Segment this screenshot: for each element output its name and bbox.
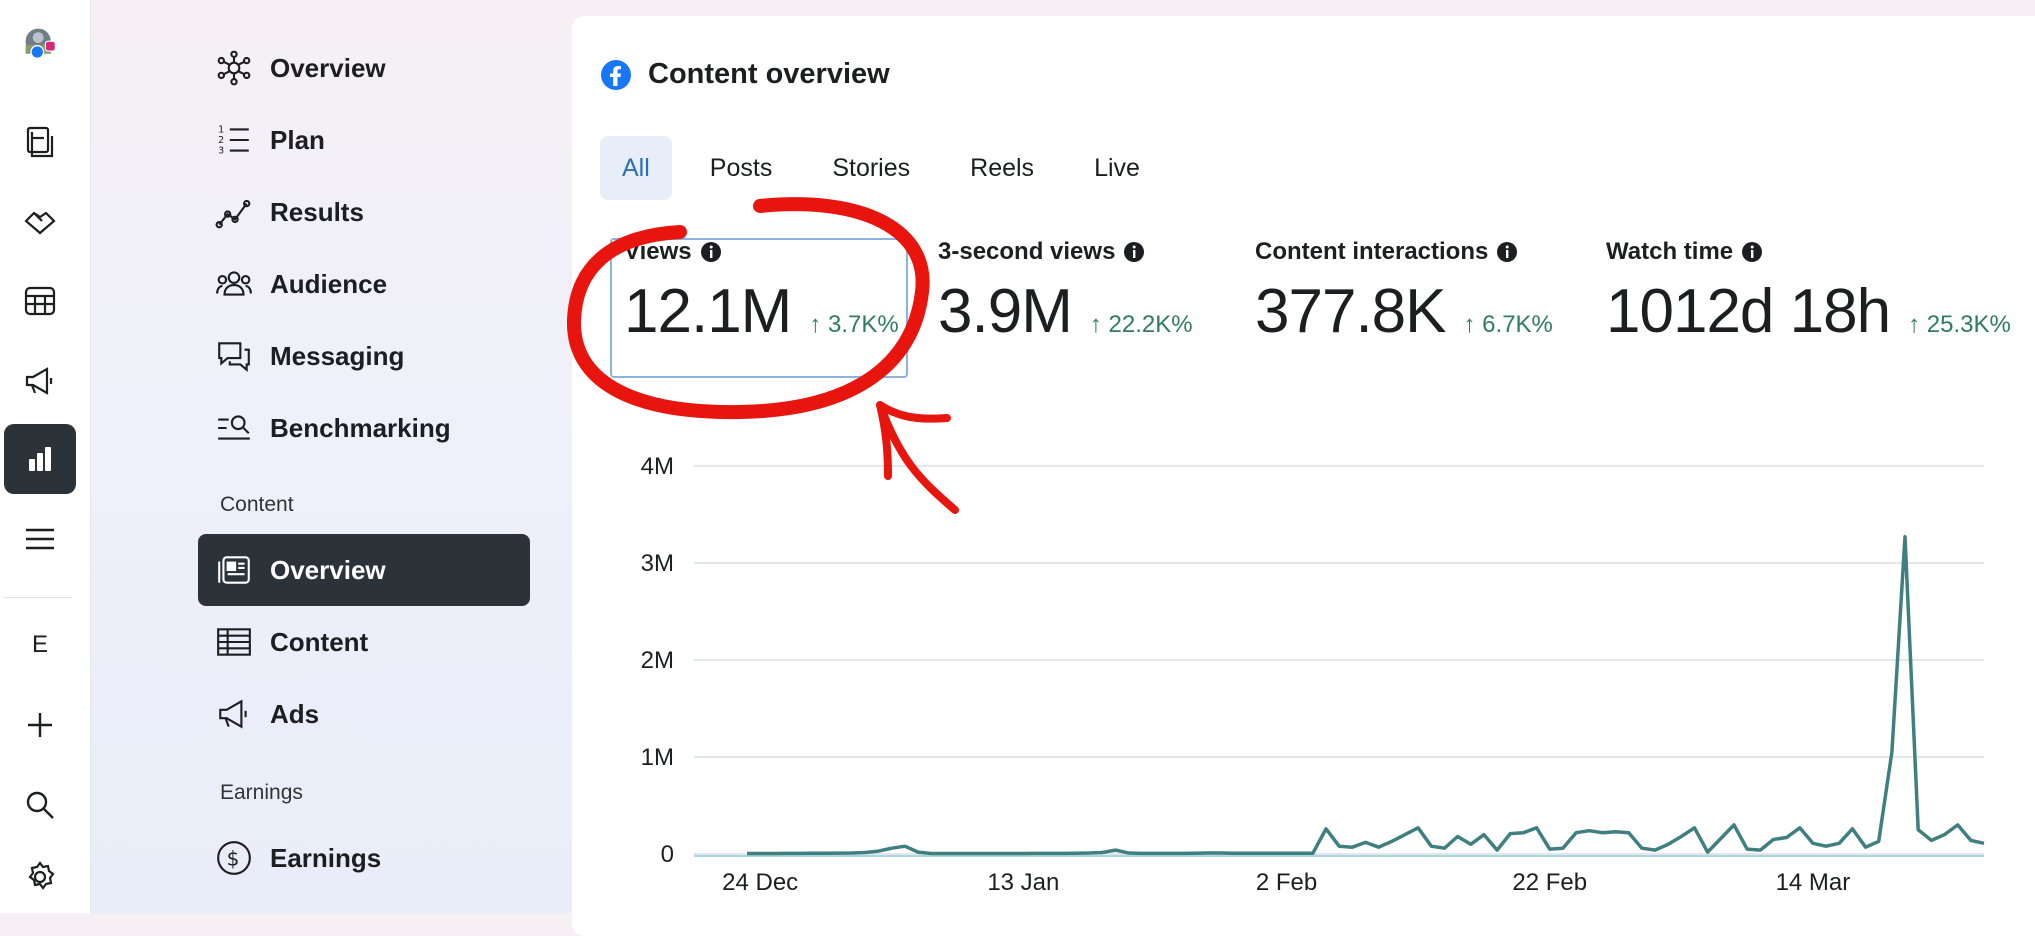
tab-stories[interactable]: Stories	[832, 153, 911, 182]
create-button[interactable]	[4, 690, 76, 760]
settings-gear-icon	[28, 861, 55, 890]
tab-live[interactable]: Live	[1094, 153, 1140, 182]
sidebar-item-benchmarking[interactable]: Benchmarking	[198, 392, 530, 464]
sidebar-item-overview[interactable]: Overview	[198, 32, 530, 104]
content-section-heading: Content	[220, 493, 294, 516]
sidebar-item-messaging[interactable]: Messaging	[198, 320, 530, 392]
dollar-circle-icon: $	[214, 838, 254, 878]
metric-content-interactions[interactable]: Content interactions 377.8K ↑ 6.7K%	[1255, 238, 1553, 347]
metric-value: 377.8K	[1255, 277, 1447, 346]
people-group-icon	[214, 264, 254, 304]
sidebar-item-label: Plan	[270, 124, 325, 155]
info-icon[interactable]	[1123, 241, 1145, 263]
sidebar-item-label: Ads	[270, 698, 320, 729]
benchmark-search-icon	[214, 408, 254, 448]
account-avatar-icon	[25, 28, 56, 59]
metric-views[interactable]: Views 12.1M ↑ 3.7K%	[624, 238, 899, 347]
tables-button[interactable]	[4, 266, 76, 336]
plus-icon	[28, 713, 52, 737]
metric-value: 12.1M	[624, 277, 792, 346]
chat-bubbles-icon	[214, 336, 254, 376]
content-card-icon	[214, 550, 254, 590]
ads-button[interactable]	[4, 346, 76, 416]
sidebar-item-results[interactable]: Results	[198, 176, 530, 248]
metric-change: ↑ 25.3K%	[1908, 311, 2011, 338]
content-overview-card: Content overview All Posts Stories Reels…	[572, 16, 2035, 936]
earnings-section-heading: Earnings	[220, 781, 303, 804]
facebook-logo-icon	[601, 59, 631, 90]
svg-text:1: 1	[218, 125, 224, 136]
sidebar-item-label: Content	[270, 626, 369, 657]
sidebar-item-label: Benchmarking	[270, 412, 451, 443]
settings-button[interactable]	[4, 842, 76, 912]
sidebar-item-label: Audience	[270, 268, 388, 299]
account-switch-button[interactable]: E	[4, 610, 76, 680]
metric-value: 1012d 18h	[1606, 277, 1891, 346]
table-icon	[24, 286, 56, 316]
svg-text:2: 2	[218, 135, 224, 146]
all-tools-button[interactable]	[4, 504, 76, 574]
card-header: Content overview	[600, 58, 890, 91]
metric-label: Content interactions	[1255, 238, 1489, 265]
pages-icon	[26, 126, 54, 158]
metric-change: ↑ 22.2K%	[1089, 311, 1193, 338]
sidebar-item-content[interactable]: Content	[198, 606, 530, 678]
icon-rail: E	[0, 0, 91, 913]
metric-change: ↑ 3.7K%	[809, 311, 899, 338]
svg-text:3: 3	[218, 146, 224, 157]
pages-button[interactable]	[4, 106, 76, 176]
metric-change: ↑ 6.7K%	[1463, 311, 1553, 338]
search-button[interactable]	[4, 770, 76, 840]
sidebar-item-audience[interactable]: Audience	[198, 248, 530, 320]
info-icon[interactable]	[1496, 241, 1518, 263]
sidebar-item-content-overview[interactable]: Overview	[198, 534, 530, 606]
page-title: Content overview	[648, 58, 890, 90]
metric-3-second-views[interactable]: 3-second views 3.9M ↑ 22.2K%	[938, 238, 1193, 347]
account-avatar[interactable]	[4, 8, 76, 78]
content-type-tabs: All Posts Stories Reels Live	[600, 136, 1178, 200]
svg-text:$: $	[227, 846, 240, 870]
tab-all[interactable]: All	[600, 136, 672, 200]
metric-label: 3-second views	[938, 238, 1116, 265]
account-initial: E	[31, 631, 48, 658]
sidebar-item-label: Overview	[270, 52, 386, 83]
info-icon[interactable]	[700, 241, 722, 263]
grid-table-icon	[214, 622, 254, 662]
sidebar-item-label: Earnings	[270, 842, 382, 873]
search-icon	[26, 791, 54, 819]
partnerships-button[interactable]	[4, 186, 76, 256]
sidebar-item-ads[interactable]: Ads	[198, 678, 530, 750]
sidebar-item-label: Messaging	[270, 340, 405, 371]
insights-bar-chart-icon	[29, 447, 51, 471]
megaphone-icon	[214, 694, 254, 734]
menu-icon	[26, 528, 54, 550]
sidebar-item-label: Results	[270, 196, 364, 227]
network-hub-icon	[214, 48, 254, 88]
insights-button[interactable]	[4, 424, 76, 494]
tab-reels[interactable]: Reels	[970, 153, 1035, 182]
megaphone-icon	[25, 367, 53, 395]
metric-label: Watch time	[1606, 238, 1734, 265]
handshake-icon	[24, 211, 56, 235]
metric-watch-time[interactable]: Watch time 1012d 18h ↑ 25.3K%	[1606, 238, 2011, 347]
sidebar-item-earnings[interactable]: $ Earnings	[198, 822, 530, 894]
info-icon[interactable]	[1741, 241, 1763, 263]
metric-value: 3.9M	[938, 277, 1073, 346]
metric-label: Views	[624, 238, 692, 265]
sidebar-item-label: Overview	[270, 554, 386, 585]
rail-divider	[4, 597, 72, 598]
line-trend-icon	[214, 192, 254, 232]
tab-posts[interactable]: Posts	[709, 153, 773, 182]
